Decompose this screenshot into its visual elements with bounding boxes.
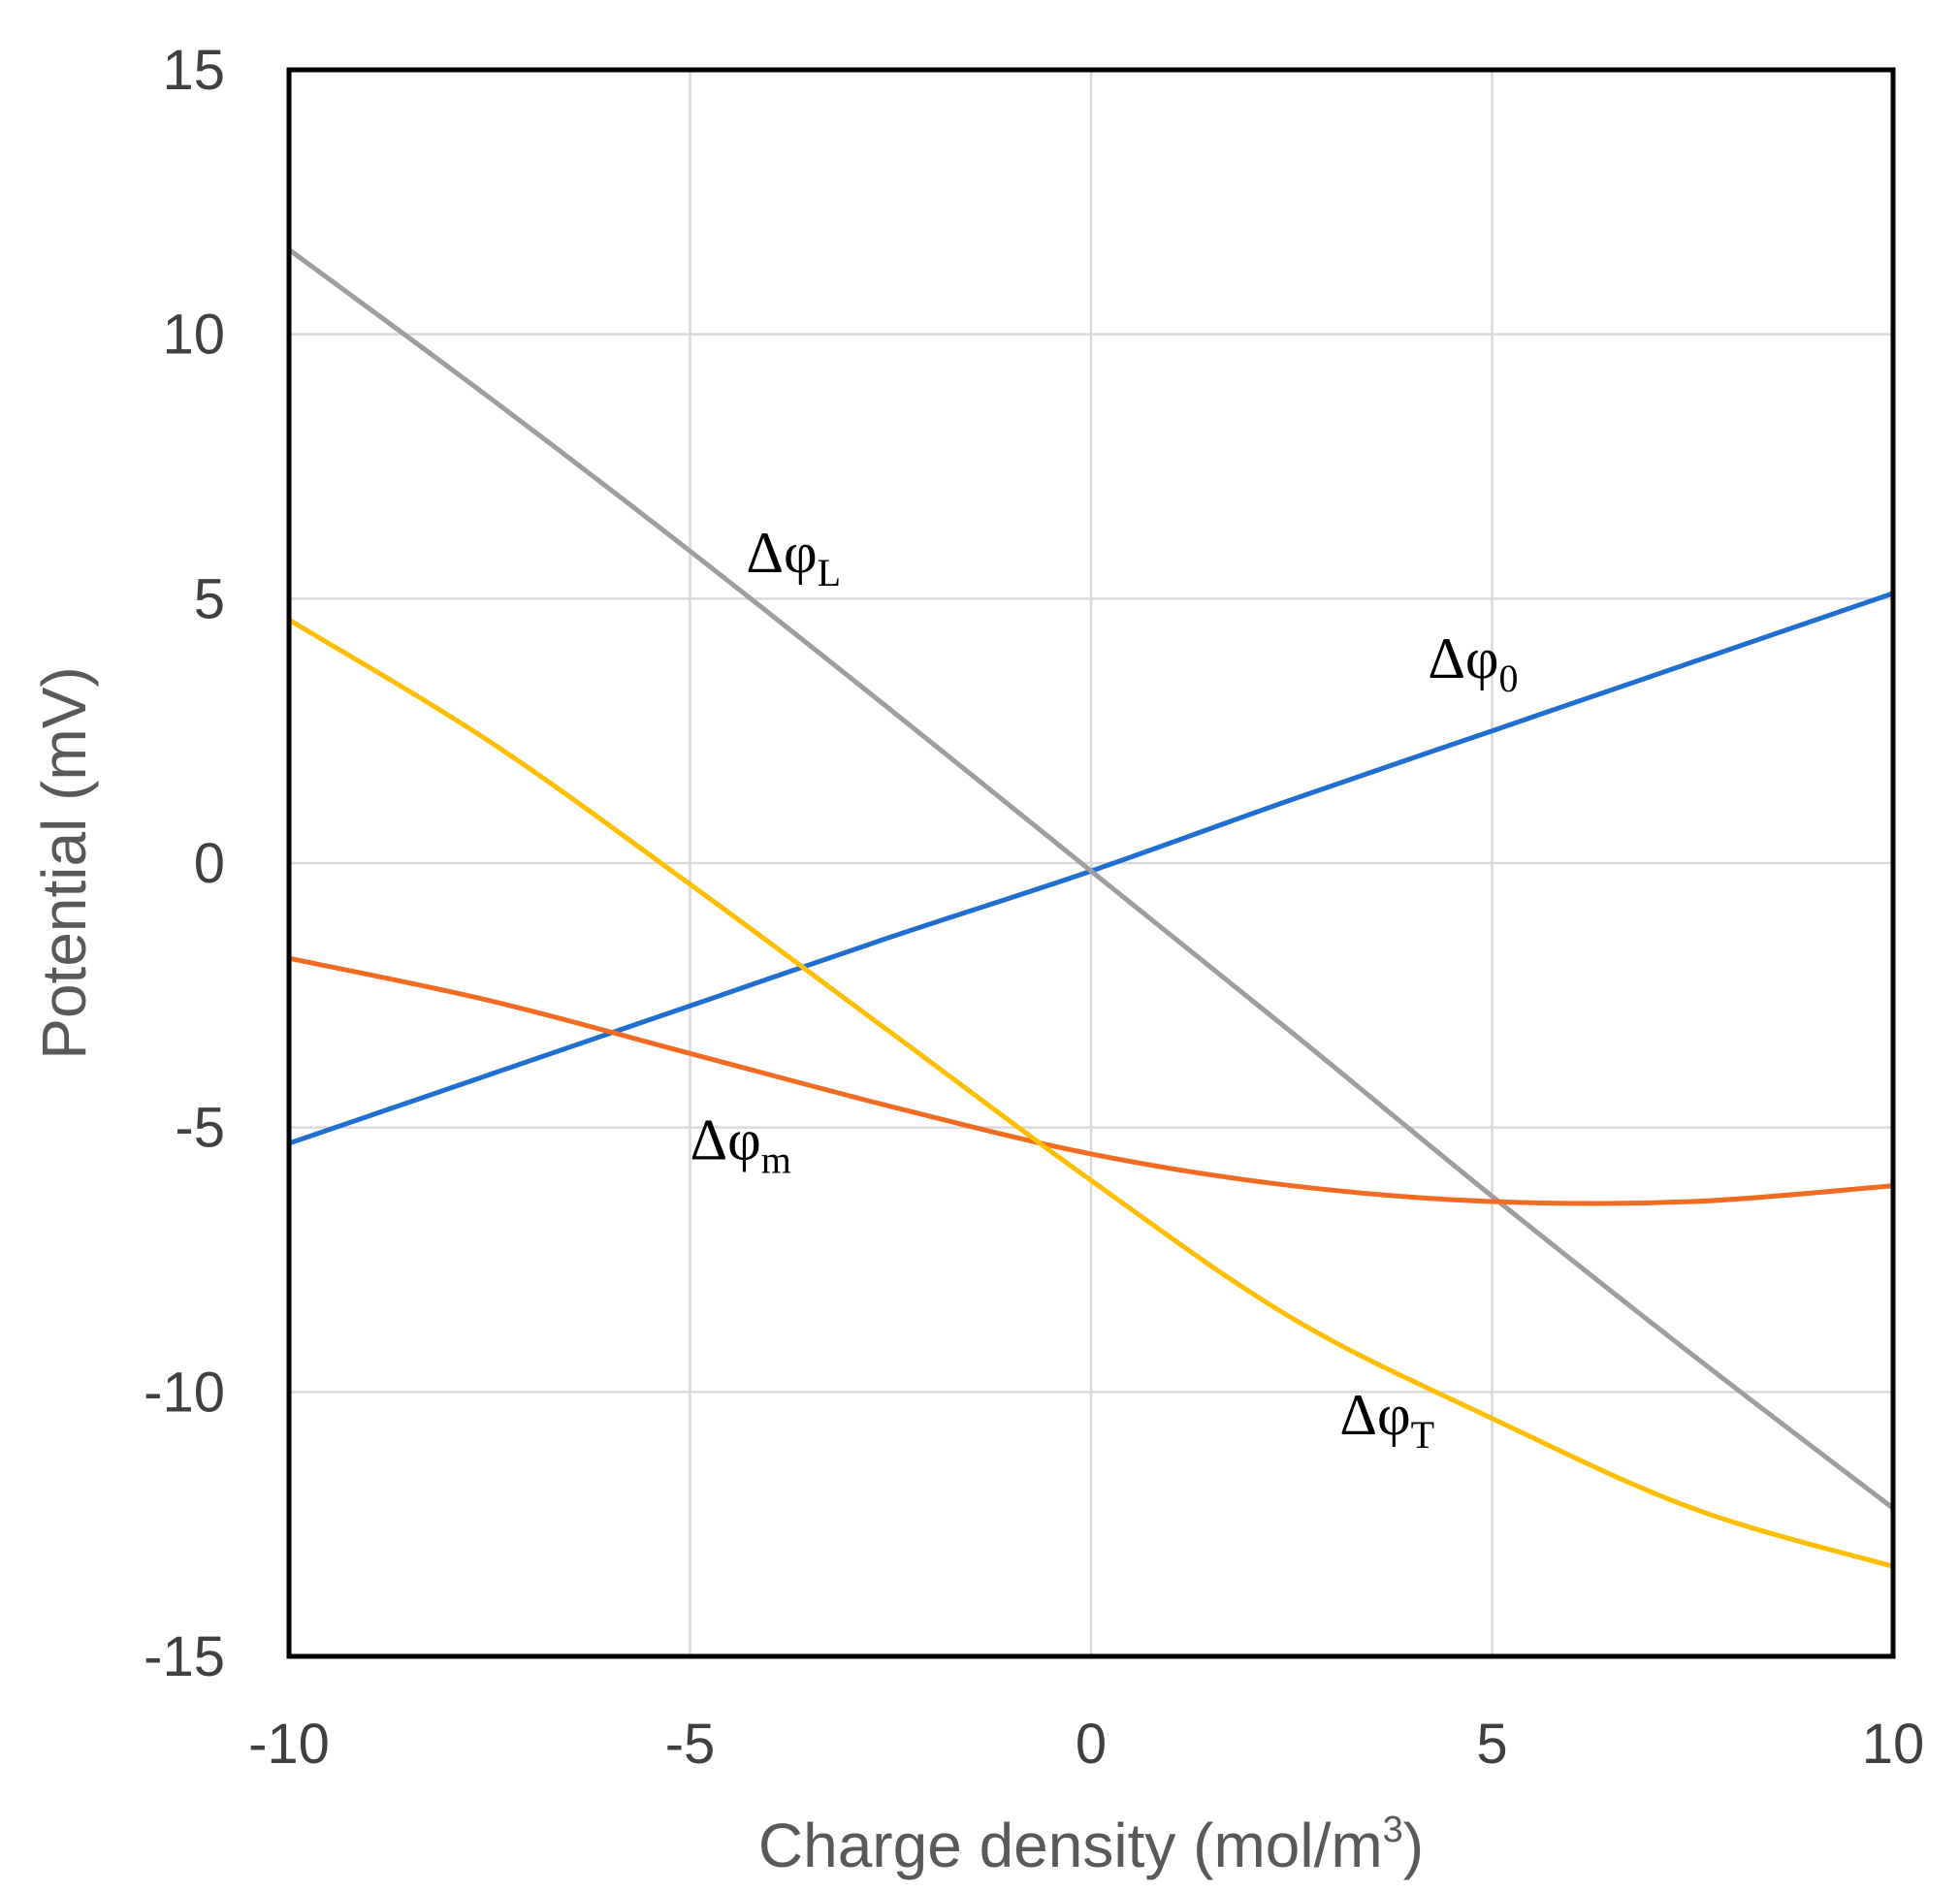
x-tick-labels: -10 -5 0 5 10 [248,1713,1924,1776]
y-tick-labels: 15 10 5 0 -5 -10 -15 [144,39,225,1688]
series-line-T [287,617,1894,1569]
y-tick-label: 5 [194,567,225,630]
series-label-T: ΔφT [1339,1383,1434,1457]
series-label-0: Δφ0 [1428,626,1518,700]
x-axis-title: Charge density (mol/m3) [758,1810,1424,1880]
x-tick-label: 0 [1076,1713,1107,1776]
y-tick-label: -10 [144,1361,225,1424]
series-labels: Δφ0 ΔφL Δφm ΔφT [691,521,1519,1457]
y-tick-label: 10 [162,304,225,367]
x-tick-label: -10 [248,1713,330,1776]
x-tick-label: 10 [1862,1713,1925,1776]
y-tick-label: 15 [162,39,225,102]
grid [287,68,1895,1658]
series-label-L: ΔφL [746,521,841,594]
x-tick-label: 5 [1476,1713,1507,1776]
series-label-m: Δφm [691,1107,791,1181]
series-line-m [288,955,1894,1206]
y-tick-label: 0 [194,832,225,895]
x-tick-label: -5 [665,1713,716,1776]
plot-frame [286,67,1896,1659]
y-tick-label: -5 [175,1097,225,1160]
series-line-L [287,247,1895,1511]
y-tick-label: -15 [144,1625,225,1688]
series-lines [287,247,1895,1569]
y-axis-title: Potential (mV) [29,666,99,1059]
